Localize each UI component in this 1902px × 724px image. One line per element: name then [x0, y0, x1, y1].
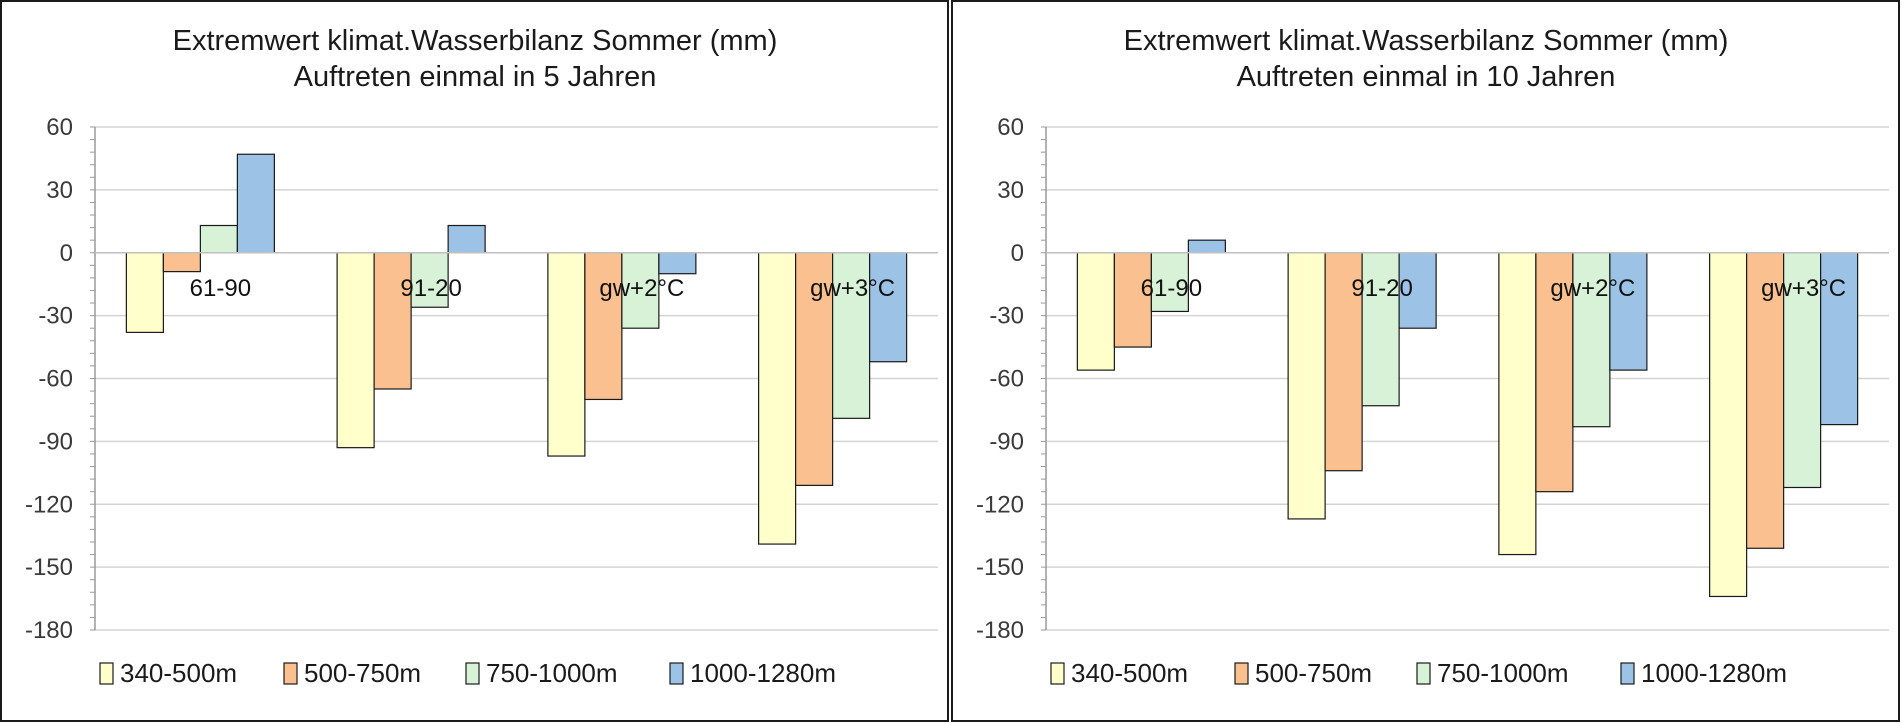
- bar-1000-1280m-gw+2°C: [658, 252, 697, 275]
- bar-1000-1280m-gw+3°C: [869, 252, 908, 363]
- legend-swatch-500-750m: [283, 662, 298, 685]
- y-tick-label: -30: [38, 303, 73, 330]
- bar-340-500m-61-90: [125, 252, 164, 333]
- bar-1000-1280m-61-90: [236, 153, 275, 254]
- legend-swatch-1000-1280m: [669, 662, 684, 685]
- y-tick-label: -90: [38, 428, 73, 455]
- y-tick-label: -180: [25, 617, 73, 644]
- legend-label: 1000-1280m: [690, 658, 836, 688]
- y-tick-label: -30: [989, 303, 1024, 330]
- legend-swatch-750-1000m: [1416, 662, 1431, 685]
- category-label: gw+2°C: [1550, 275, 1635, 302]
- y-tick-label: 0: [1011, 240, 1024, 267]
- category-label: 91-20: [400, 275, 461, 302]
- bar-340-500m-91-20: [336, 252, 375, 449]
- y-tick-label: -60: [38, 366, 73, 393]
- legend-label: 500-750m: [304, 658, 421, 688]
- bar-340-500m-gw+3°C: [758, 252, 797, 545]
- y-tick-label: 30: [997, 177, 1024, 204]
- y-tick-label: -120: [976, 491, 1024, 518]
- bar-750-1000m-61-90: [1150, 252, 1189, 313]
- category-label: 61-90: [1141, 275, 1202, 302]
- y-tick-label: -120: [25, 491, 73, 518]
- y-tick-label: -90: [989, 428, 1024, 455]
- bar-500-750m-91-20: [373, 252, 412, 390]
- legend-label: 500-750m: [1255, 658, 1372, 688]
- bar-340-500m-gw+3°C: [1709, 252, 1748, 598]
- legend-swatch-750-1000m: [465, 662, 480, 685]
- chart-frame: [0, 0, 949, 722]
- y-tick-label: -60: [989, 366, 1024, 393]
- bar-340-500m-gw+2°C: [1498, 252, 1537, 556]
- y-tick-label: 30: [46, 177, 73, 204]
- legend-swatch-1000-1280m: [1620, 662, 1635, 685]
- bar-1000-1280m-61-90: [1187, 239, 1226, 254]
- bar-chart-5-years: Extremwert klimat.Wasserbilanz Sommer (m…: [25, 25, 938, 688]
- legend-swatch-340-500m: [99, 662, 114, 685]
- category-label: gw+2°C: [599, 275, 684, 302]
- legend-label: 1000-1280m: [1641, 658, 1787, 688]
- y-tick-label: 60: [46, 114, 73, 141]
- chart-frame: [951, 0, 1900, 722]
- chart-subtitle: Auftreten einmal in 5 Jahren: [294, 61, 657, 93]
- bar-500-750m-gw+3°C: [1746, 252, 1785, 549]
- bar-1000-1280m-gw+2°C: [1609, 252, 1648, 371]
- y-tick-label: 0: [60, 240, 73, 267]
- category-label: 91-20: [1351, 275, 1412, 302]
- legend-label: 750-1000m: [486, 658, 618, 688]
- bar-340-500m-gw+2°C: [547, 252, 586, 457]
- y-tick-label: -180: [976, 617, 1024, 644]
- legend-swatch-340-500m: [1050, 662, 1065, 685]
- chart-panel-10-years: Extremwert klimat.Wasserbilanz Sommer (m…: [951, 0, 1902, 724]
- bar-500-750m-61-90: [162, 252, 201, 273]
- legend-label: 340-500m: [120, 658, 237, 688]
- chart-subtitle: Auftreten einmal in 10 Jahren: [1237, 61, 1616, 93]
- bar-750-1000m-61-90: [199, 224, 238, 254]
- bar-750-1000m-91-20: [410, 252, 449, 308]
- bar-340-500m-61-90: [1076, 252, 1115, 371]
- bar-750-1000m-gw+3°C: [1783, 252, 1822, 489]
- chart-panel-5-years: Extremwert klimat.Wasserbilanz Sommer (m…: [0, 0, 949, 722]
- y-tick-label: 60: [997, 114, 1024, 141]
- bar-750-1000m-gw+3°C: [832, 252, 871, 419]
- bar-750-1000m-gw+2°C: [621, 252, 660, 329]
- category-label: 61-90: [190, 275, 251, 302]
- y-tick-label: -150: [25, 554, 73, 581]
- bar-340-500m-91-20: [1287, 252, 1326, 520]
- y-tick-label: -150: [976, 554, 1024, 581]
- legend-label: 340-500m: [1071, 658, 1188, 688]
- bar-500-750m-gw+3°C: [795, 252, 834, 486]
- bar-500-750m-91-20: [1324, 252, 1363, 472]
- category-label: gw+3°C: [1761, 275, 1846, 302]
- bar-chart-10-years: Extremwert klimat.Wasserbilanz Sommer (m…: [976, 25, 1889, 688]
- bar-1000-1280m-91-20: [447, 224, 486, 254]
- chart-title: Extremwert klimat.Wasserbilanz Sommer (m…: [1124, 25, 1729, 57]
- bar-500-750m-61-90: [1113, 252, 1152, 348]
- chart-title: Extremwert klimat.Wasserbilanz Sommer (m…: [173, 25, 778, 57]
- category-label: gw+3°C: [810, 275, 895, 302]
- bar-750-1000m-91-20: [1361, 252, 1400, 407]
- bar-1000-1280m-gw+3°C: [1820, 252, 1859, 426]
- legend-label: 750-1000m: [1437, 658, 1569, 688]
- legend-swatch-500-750m: [1234, 662, 1249, 685]
